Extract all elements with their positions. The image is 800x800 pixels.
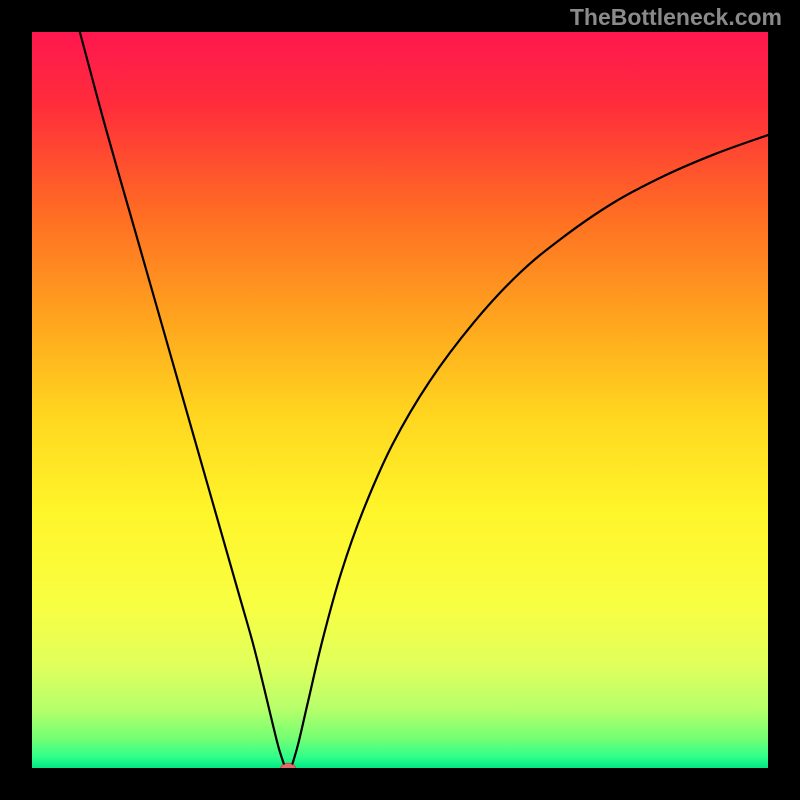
chart-canvas: TheBottleneck.com (0, 0, 800, 800)
source-watermark: TheBottleneck.com (570, 4, 782, 31)
bottleneck-chart-svg (32, 32, 768, 768)
plot-area (32, 32, 768, 768)
gradient-background (32, 32, 768, 768)
